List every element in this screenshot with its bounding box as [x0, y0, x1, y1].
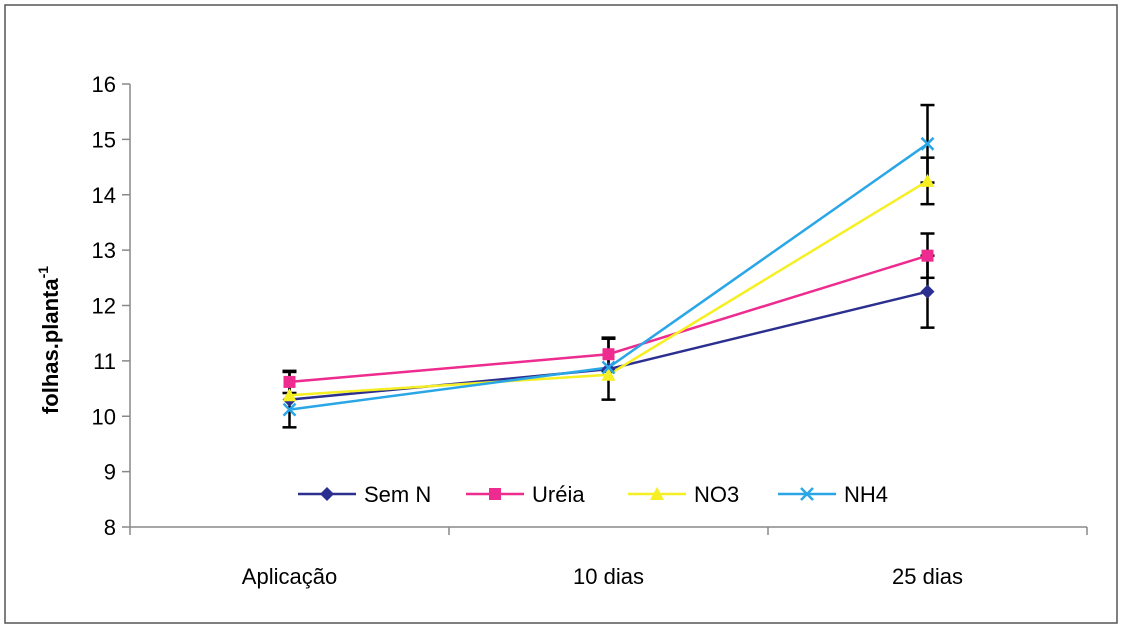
legend-marker [320, 487, 334, 501]
legend-marker [650, 487, 664, 500]
marker-stroke [920, 136, 935, 151]
x-tick-label: 25 dias [892, 564, 963, 589]
data-point [282, 402, 297, 417]
legend-label: Sem N [364, 482, 431, 507]
legend-item: NO3 [628, 482, 739, 507]
y-tick-label: 15 [92, 127, 116, 152]
legend-marker [489, 488, 501, 500]
x-tick-label: 10 dias [573, 564, 644, 589]
y-axis-title: folhas.planta-1 [35, 266, 63, 414]
data-point [283, 375, 296, 388]
marker-stroke [800, 487, 814, 501]
y-tick-label: 8 [104, 515, 116, 540]
legend-marker [800, 487, 814, 501]
legend-item: NH4 [778, 482, 888, 507]
x-tick-label: Aplicação [242, 564, 337, 589]
y-tick-label: 12 [92, 294, 116, 319]
y-tick-label: 16 [92, 72, 116, 97]
data-point [921, 249, 934, 262]
series-markers [282, 136, 935, 417]
data-point [601, 367, 616, 381]
y-tick-label: 14 [92, 183, 116, 208]
chart-frame [4, 4, 1118, 624]
data-point [920, 136, 935, 151]
data-point [920, 284, 935, 299]
data-point [282, 388, 297, 402]
y-tick-label: 10 [92, 404, 116, 429]
data-point [601, 360, 616, 375]
data-point [602, 348, 615, 361]
y-tick-label: 11 [93, 349, 116, 374]
marker-stroke [601, 360, 616, 375]
y-tick-label: 9 [104, 460, 116, 485]
legend-item: Sem N [298, 482, 431, 507]
legend-label: NO3 [694, 482, 739, 507]
marker-stroke [282, 402, 297, 417]
data-point [920, 173, 935, 187]
axes: 8 9 10 11 12 13 14 15 16 Aplicação 10 dias 25 dias [92, 72, 1088, 589]
legend: Sem N Uréia NO3 NH4 [298, 482, 888, 507]
legend-label: Uréia [532, 482, 585, 507]
legend-item: Uréia [466, 482, 585, 507]
y-tick-label: 13 [92, 238, 116, 263]
legend-label: NH4 [844, 482, 888, 507]
